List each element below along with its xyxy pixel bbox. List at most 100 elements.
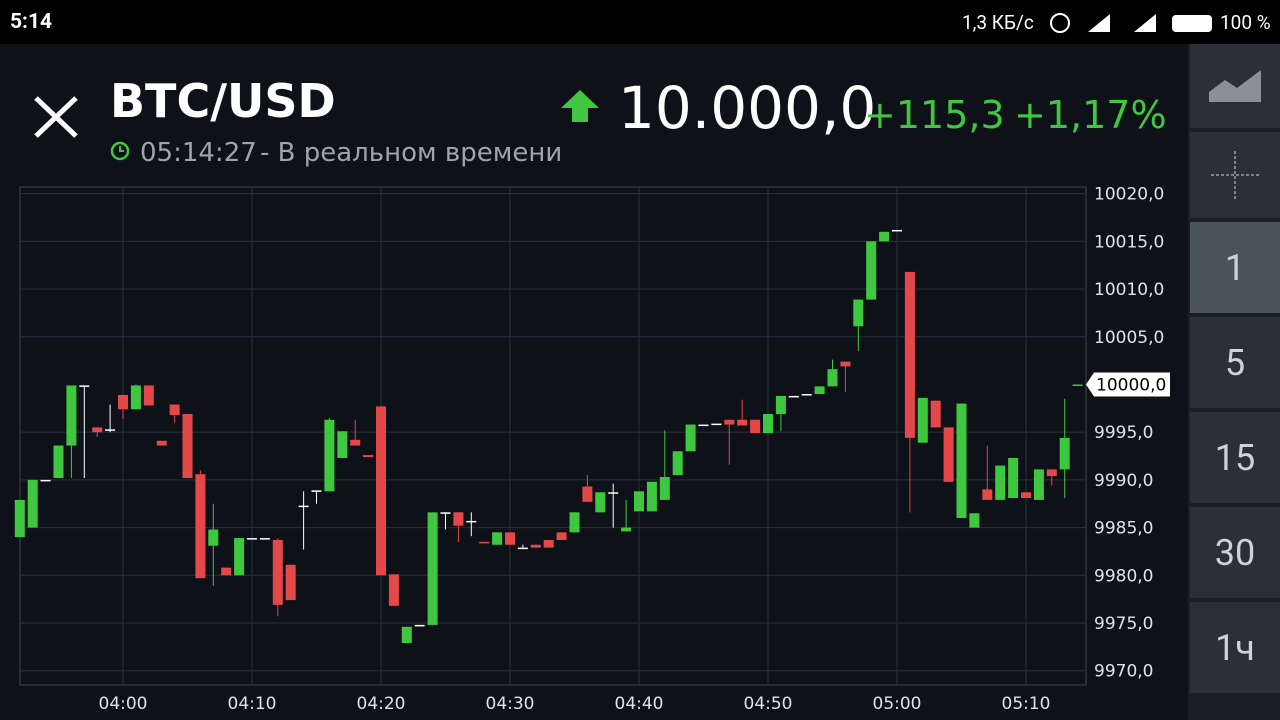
y-tick-label: 9990,0 bbox=[1094, 471, 1153, 491]
sidebar: 1 5 15 30 1ч bbox=[1188, 44, 1280, 720]
candle-body bbox=[156, 440, 167, 446]
candle-body bbox=[892, 229, 902, 232]
candle-body bbox=[130, 385, 141, 410]
candle-body bbox=[840, 361, 851, 367]
candle-body bbox=[995, 465, 1006, 500]
candle-body bbox=[337, 431, 348, 458]
candle-body bbox=[711, 423, 722, 426]
x-tick-label: 05:00 bbox=[873, 694, 922, 714]
candle-body bbox=[646, 481, 657, 512]
symbol: BTC/USD bbox=[110, 74, 336, 128]
candle-body bbox=[298, 505, 309, 508]
change-percent: +1,17% bbox=[1014, 93, 1167, 137]
clock-icon bbox=[110, 141, 130, 161]
candle-body bbox=[530, 544, 541, 548]
candle-body bbox=[930, 400, 941, 428]
close-icon[interactable] bbox=[34, 96, 78, 138]
candle-body bbox=[917, 397, 928, 443]
candle-body bbox=[208, 529, 219, 546]
y-tick-label: 9970,0 bbox=[1094, 662, 1153, 682]
candle-body bbox=[1072, 384, 1083, 386]
crosshair-button[interactable] bbox=[1190, 132, 1280, 218]
timeframe-button[interactable]: 5 bbox=[1190, 317, 1280, 408]
candle-body bbox=[608, 492, 619, 494]
candle-body bbox=[27, 479, 38, 528]
candle-body bbox=[763, 414, 773, 434]
candle-body bbox=[453, 512, 464, 526]
timeframe-button[interactable]: 1ч bbox=[1190, 602, 1280, 693]
y-tick-label: 9995,0 bbox=[1094, 423, 1153, 443]
candle-body bbox=[118, 394, 128, 410]
status-bar: 5:14 1,3 КБ/с 100 % bbox=[0, 0, 1280, 44]
candle-body bbox=[879, 231, 890, 242]
candle-body bbox=[634, 491, 644, 512]
candle-body bbox=[479, 541, 490, 544]
candle-body bbox=[182, 414, 193, 478]
candle-body bbox=[775, 395, 786, 415]
candle-body bbox=[582, 486, 593, 502]
candle-body bbox=[827, 369, 838, 387]
candle-body bbox=[234, 538, 245, 576]
network-speed: 1,3 КБ/с bbox=[962, 11, 1034, 34]
candle-body bbox=[788, 395, 799, 398]
candle-body bbox=[169, 404, 180, 416]
candle-body bbox=[143, 385, 154, 406]
candle-body bbox=[505, 532, 515, 545]
candle-body bbox=[1021, 492, 1031, 499]
status-icons bbox=[1050, 13, 1212, 33]
battery: 100 % bbox=[1220, 11, 1271, 34]
candle-body bbox=[595, 492, 606, 513]
candle-body bbox=[750, 419, 761, 434]
x-tick-label: 04:20 bbox=[357, 694, 406, 714]
timeframe-button[interactable]: 15 bbox=[1190, 412, 1280, 503]
candle-body bbox=[259, 538, 270, 540]
y-tick-label: 9985,0 bbox=[1094, 519, 1153, 539]
candle-body bbox=[956, 403, 967, 519]
x-tick-label: 04:10 bbox=[228, 694, 277, 714]
clock-hand bbox=[119, 146, 124, 152]
candle-body bbox=[388, 574, 399, 606]
candle-body bbox=[92, 427, 103, 433]
candle-body bbox=[517, 547, 528, 550]
x-tick-label: 04:50 bbox=[744, 694, 793, 714]
candle-body bbox=[363, 455, 374, 457]
x-tick-label: 04:00 bbox=[99, 694, 148, 714]
candle-body bbox=[1046, 469, 1057, 477]
clock: 5:14 bbox=[10, 10, 53, 34]
up-arrow bbox=[561, 90, 599, 122]
candle-body bbox=[543, 539, 554, 548]
chart: BTC/USD 05:14:27 - В реальном времени 10… bbox=[14, 74, 1170, 714]
candle-body bbox=[492, 532, 503, 545]
candle-body bbox=[466, 520, 477, 523]
candle-body bbox=[943, 427, 954, 482]
candle-body bbox=[982, 489, 993, 500]
candle-body bbox=[272, 539, 283, 605]
candle-body bbox=[285, 564, 296, 601]
y-tick-label: 10020,0 bbox=[1094, 185, 1164, 205]
x-tick-label: 05:10 bbox=[1002, 694, 1051, 714]
mode: - В реальном времени bbox=[260, 138, 562, 168]
candle-body bbox=[247, 538, 257, 540]
candle-body bbox=[14, 499, 25, 538]
timeframe-button[interactable]: 1 bbox=[1190, 222, 1280, 313]
candle-body bbox=[569, 512, 580, 533]
candle-body bbox=[904, 271, 915, 438]
candle-body bbox=[698, 424, 709, 427]
candle-body bbox=[221, 567, 232, 576]
chart-type-button[interactable] bbox=[1190, 44, 1280, 128]
candle-body bbox=[969, 513, 980, 528]
timeframe-button[interactable]: 30 bbox=[1190, 507, 1280, 598]
y-tick-label: 10005,0 bbox=[1094, 328, 1164, 348]
x-tick-label: 04:30 bbox=[486, 694, 535, 714]
candle-body bbox=[324, 419, 335, 492]
candle-body bbox=[40, 479, 51, 482]
current-price-label: 10000,0 bbox=[1096, 375, 1166, 395]
candle-body bbox=[685, 424, 696, 452]
candle-body bbox=[376, 406, 386, 576]
plot-frame bbox=[19, 186, 1087, 686]
candle-body bbox=[621, 527, 632, 532]
price: 10.000,0 bbox=[618, 74, 876, 142]
change: +115,3 bbox=[864, 93, 1005, 137]
y-tick-label: 10010,0 bbox=[1094, 280, 1164, 300]
candle-body bbox=[79, 385, 90, 387]
